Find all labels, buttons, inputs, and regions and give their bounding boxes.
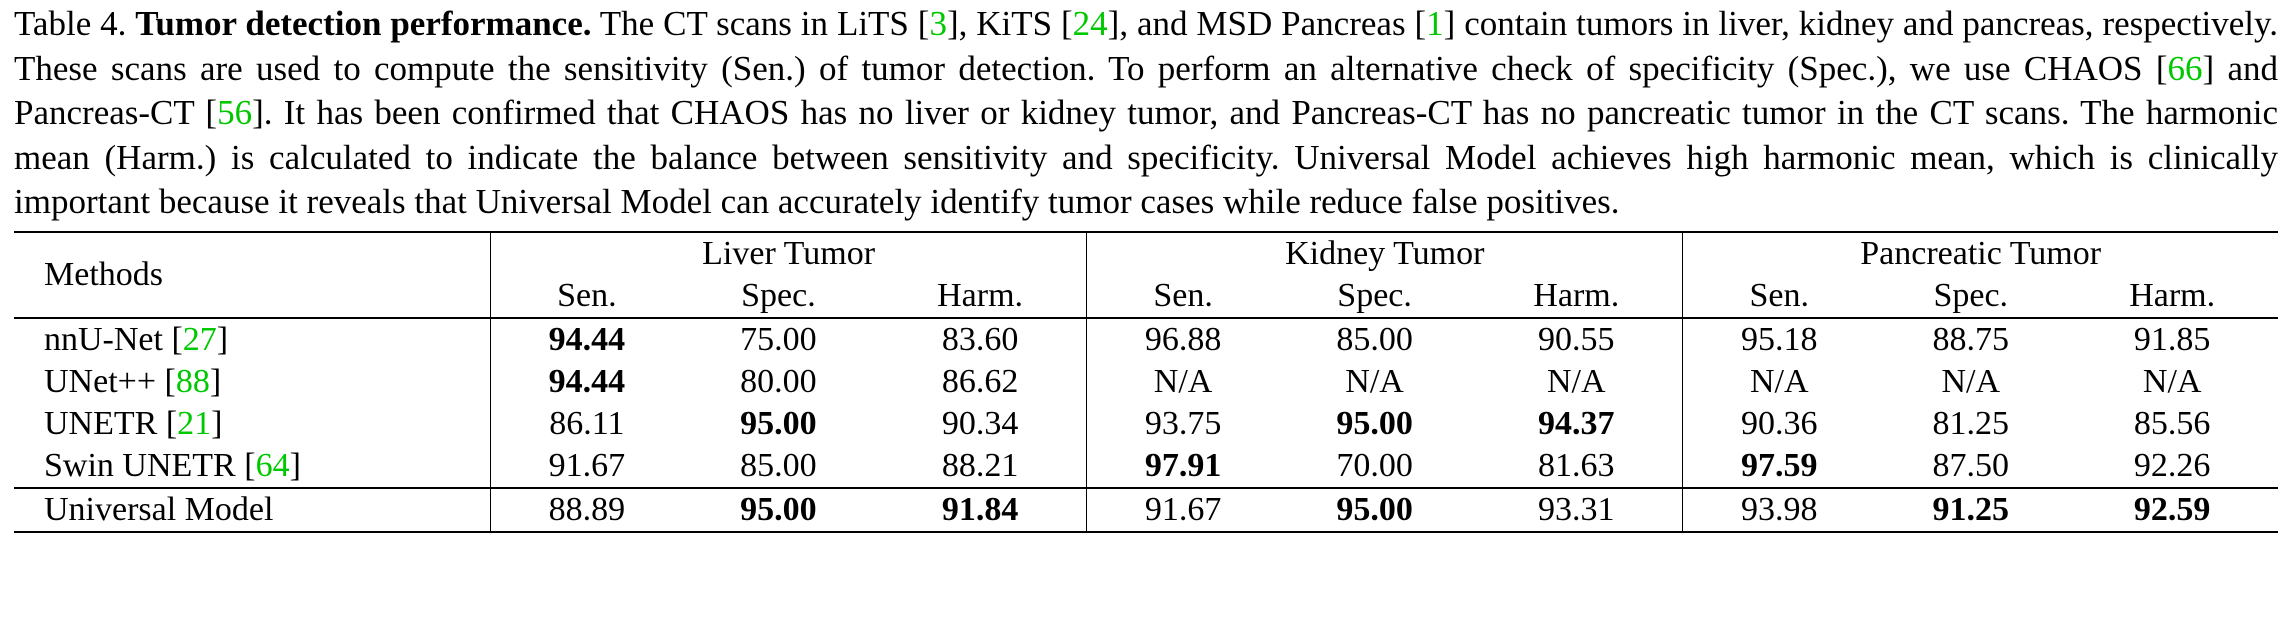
method-name: UNet++ [88]: [44, 362, 222, 400]
table-cell: 85.00: [1278, 316, 1471, 361]
table-cell: 91.84: [874, 486, 1087, 533]
table-cell: 86.11: [489, 402, 683, 445]
table-row: nnU-Net [27] 94.44 75.00 83.60 96.88 85.00 90.…: [14, 316, 2278, 361]
table-cell: 92.59: [2066, 486, 2278, 533]
table-cell: N/A: [1682, 360, 1876, 403]
citation-link[interactable]: 56: [217, 93, 253, 132]
table-cell: 95.00: [740, 404, 817, 442]
metric-header: Spec.: [741, 276, 816, 314]
table-cell: 88.21: [941, 446, 1019, 484]
caption-label: Table 4.: [14, 4, 127, 43]
table-cell: 90.55: [1470, 316, 1683, 361]
table-cell: 91.25: [1875, 486, 2067, 533]
table-cell: 94.44: [489, 360, 683, 403]
metric-header: Harm.: [1533, 276, 1620, 314]
table-cell: 75.00: [682, 316, 875, 361]
table-cell: 83.60: [874, 316, 1087, 361]
caption-text: ]. It has been confirmed that CHAOS has …: [14, 93, 2278, 221]
table-cell: N/A: [2142, 362, 2202, 400]
table-cell: 91.85: [2066, 316, 2278, 361]
group-header-kidney: Kidney Tumor: [1086, 230, 1683, 275]
table-cell: 93.98: [1682, 486, 1876, 533]
table-row: Swin UNETR [64] 91.67 85.00 88.21 97.91 70.00…: [14, 444, 2278, 488]
citation-link[interactable]: 66: [2167, 48, 2203, 88]
table-cell: 97.59: [1682, 444, 1876, 488]
citation-link[interactable]: 88: [175, 362, 210, 400]
citation-link[interactable]: 64: [255, 446, 290, 484]
table-cell: N/A: [1086, 360, 1279, 403]
table-cell: N/A: [1546, 362, 1606, 400]
caption-text: The CT scans in LiTS [: [599, 4, 930, 43]
method-name: Swin UNETR [64]: [44, 446, 301, 484]
method-name: Universal Model: [14, 486, 491, 533]
group-header-liver: Liver Tumor: [489, 230, 1087, 275]
metric-header: Harm.: [2129, 276, 2216, 314]
methods-header: Methods: [14, 230, 491, 318]
table-cell: N/A: [1941, 362, 2001, 400]
caption-text: ] contain tumors in liver, kidney and pa…: [14, 4, 2279, 88]
table-row: UNet++ [88] 94.44 80.00 86.62 N/A N/A N/A N/A N/…: [14, 360, 2278, 403]
group-header-pancreatic: Pancreatic Tumor: [1682, 230, 2278, 275]
table-cell: 88.89: [489, 486, 683, 533]
citation-link[interactable]: 1: [1426, 4, 1444, 43]
table-cell: 88.75: [1875, 316, 2067, 361]
method-label: UNETR: [44, 404, 158, 442]
table-cell: 87.50: [1932, 446, 2010, 484]
table-cell: 80.00: [740, 362, 817, 400]
table-cell: 91.67: [489, 444, 683, 488]
caption-text: ] and Pancreas-CT [: [14, 48, 2278, 133]
method-name: UNETR [21]: [44, 404, 223, 442]
table-cell: 91.67: [1086, 486, 1279, 533]
table-row: UNETR [21] 86.11 95.00 90.34 93.75 95.00 94.37…: [14, 402, 2278, 445]
metric-header: Harm.: [937, 276, 1024, 314]
metric-header: Sen.: [489, 274, 683, 318]
table-cell: 86.62: [941, 362, 1019, 400]
table-cell: 96.88: [1086, 316, 1279, 361]
method-label: UNet++: [44, 362, 156, 400]
table-cell: 95.18: [1682, 316, 1876, 361]
table-cell: 81.63: [1538, 446, 1615, 484]
table-cell: 85.00: [740, 446, 817, 484]
table-cell: 97.91: [1086, 444, 1279, 488]
table-cell: 85.56: [2133, 404, 2211, 442]
caption-text: ], and MSD Pancreas [: [1107, 4, 1427, 43]
table-cell: 95.00: [682, 486, 875, 533]
table-cell: 95.00: [1278, 486, 1471, 533]
table-cell: 70.00: [1336, 446, 1413, 484]
table-cell: 94.44: [489, 316, 683, 361]
table-cell: 90.36: [1682, 402, 1876, 445]
table-cell: 81.25: [1932, 404, 2010, 442]
table-cell: 90.34: [941, 404, 1019, 442]
metric-header: Sen.: [1682, 274, 1876, 318]
results-body: nnU-Net [27] 94.44 75.00 83.60 96.88 85.00 90.…: [14, 316, 2278, 533]
results-table: Methods Liver Tumor Kidney Tumor Pancrea…: [14, 230, 2278, 533]
caption-title: Tumor detection performance.: [135, 4, 592, 43]
metric-header: Spec.: [1933, 276, 2009, 314]
citation-link[interactable]: 27: [182, 320, 217, 358]
citation-link[interactable]: 24: [1072, 4, 1108, 43]
table-cell: 92.26: [2133, 446, 2211, 484]
table-row: Universal Model 88.89 95.00 91.84 91.67 95.00…: [14, 486, 2278, 533]
table-cell: 93.31: [1470, 486, 1683, 533]
citation-link[interactable]: 3: [929, 4, 947, 43]
table-cell: 95.00: [1336, 404, 1413, 442]
method-label: Swin UNETR: [44, 446, 236, 484]
table-caption: Table 4. Tumor detection performance. Th…: [14, 0, 2278, 225]
metric-header-row: Sen. Spec. Harm. Sen. Spec. Harm. Sen. S…: [14, 274, 2278, 318]
metric-header: Sen.: [1086, 274, 1279, 318]
table-cell: N/A: [1345, 362, 1404, 400]
caption-text: ], KiTS [: [946, 4, 1073, 43]
metric-header: Spec.: [1337, 276, 1412, 314]
method-name: nnU-Net [27]: [14, 316, 491, 361]
citation-link[interactable]: 21: [177, 404, 212, 442]
method-label: Universal Model: [44, 490, 274, 528]
method-label: nnU-Net: [44, 320, 163, 358]
table-cell: 93.75: [1086, 402, 1279, 445]
group-header-row: Methods Liver Tumor Kidney Tumor Pancrea…: [14, 230, 2278, 318]
table-cell: 94.37: [1538, 404, 1615, 442]
